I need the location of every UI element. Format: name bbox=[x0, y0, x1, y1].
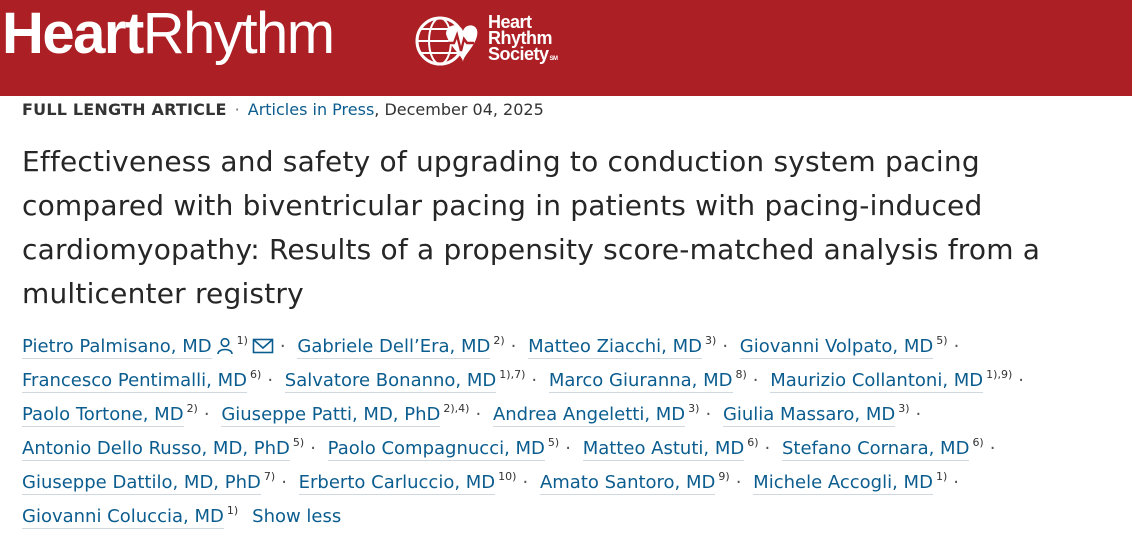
author-separator: · bbox=[531, 370, 538, 391]
affiliation-ref[interactable]: 1) bbox=[935, 470, 948, 483]
person-icon[interactable] bbox=[216, 333, 234, 367]
author-separator: · bbox=[475, 404, 482, 425]
article-title: Effectiveness and safety of upgrading to… bbox=[22, 145, 1041, 310]
author-link[interactable]: Amato Santoro, MD bbox=[539, 472, 716, 495]
author-separator: · bbox=[722, 336, 729, 357]
affiliation-ref[interactable]: 1) bbox=[236, 334, 248, 347]
author-separator: · bbox=[705, 404, 712, 425]
author-row: Francesco Pentimalli, MD 6) · Salvatore Bo… bbox=[22, 358, 1132, 393]
affiliation-ref[interactable]: 9) bbox=[718, 470, 730, 483]
affiliation-ref[interactable]: 10) bbox=[498, 470, 517, 483]
author-separator: · bbox=[989, 438, 996, 459]
author-separator: · bbox=[203, 404, 210, 425]
article-meta: FULL LENGTH ARTICLE · Articles in Press, D… bbox=[22, 99, 544, 121]
author-separator: · bbox=[281, 472, 287, 493]
author-link[interactable]: Pietro Palmisano, MD bbox=[22, 336, 212, 359]
article-type: FULL LENGTH ARTICLE bbox=[22, 100, 227, 119]
journal-banner: HeartRhythm Heart Rhythm SocietySM bbox=[0, 0, 1132, 96]
author-link[interactable]: Antonio Dello Russo, MD, PhD bbox=[22, 438, 290, 461]
publication-date: , December 04, 2025 bbox=[374, 100, 544, 119]
author-row: Antonio Dello Russo, MD, PhD 5) · Paolo Co… bbox=[22, 426, 1132, 461]
author-link[interactable]: Francesco Pentimalli, MD bbox=[22, 370, 248, 393]
articles-in-press-link[interactable]: Articles in Press bbox=[247, 100, 375, 119]
author-separator: · bbox=[279, 336, 286, 357]
show-less-link[interactable]: Show less bbox=[252, 506, 342, 527]
hrs-society-logo[interactable]: Heart Rhythm SocietySM bbox=[412, 10, 558, 70]
author-link[interactable]: Paolo Tortone, MD bbox=[22, 404, 184, 427]
author-separator: · bbox=[953, 336, 960, 357]
affiliation-ref[interactable]: 2) bbox=[186, 402, 198, 415]
author-link[interactable]: Stefano Cornara, MD bbox=[782, 438, 970, 461]
author-separator: · bbox=[953, 472, 959, 493]
affiliation-ref[interactable]: 5) bbox=[936, 334, 948, 347]
affiliation-ref[interactable]: 2) bbox=[493, 334, 505, 347]
author-link[interactable]: Giovanni Volpato, MD bbox=[739, 336, 934, 359]
author-row: Giovanni Coluccia, MD 1) Show less bbox=[22, 494, 1132, 529]
affiliation-ref[interactable]: 5) bbox=[292, 436, 305, 449]
author-separator: · bbox=[522, 472, 529, 493]
author-row: Paolo Tortone, MD 2) · Giuseppe Patti, MD,… bbox=[22, 392, 1132, 427]
author-link[interactable]: Andrea Angeletti, MD bbox=[492, 404, 686, 427]
author-separator: · bbox=[735, 472, 742, 493]
affiliation-ref[interactable]: 6) bbox=[972, 436, 984, 449]
affiliation-ref[interactable]: 6) bbox=[250, 368, 262, 381]
author-separator: · bbox=[267, 370, 274, 391]
author-link[interactable]: Maurizio Collantoni, MD bbox=[770, 370, 984, 393]
author-link[interactable]: Erberto Carluccio, MD bbox=[298, 472, 496, 495]
author-link[interactable]: Marco Giuranna, MD bbox=[548, 370, 733, 393]
author-separator: · bbox=[915, 404, 922, 425]
author-link[interactable]: Matteo Astuti, MD bbox=[582, 438, 745, 461]
author-separator: · bbox=[752, 370, 759, 391]
affiliation-ref[interactable]: 5) bbox=[547, 436, 560, 449]
heartrhythm-logo[interactable]: HeartRhythm bbox=[2, 1, 335, 66]
affiliation-ref[interactable]: 2),4) bbox=[443, 402, 470, 415]
author-list: Pietro Palmisano, MD 1) · Gabriele Dell’Er… bbox=[22, 324, 1132, 529]
hrs-globe-heart-icon bbox=[415, 16, 478, 66]
author-separator: · bbox=[764, 438, 771, 459]
author-link[interactable]: Giuseppe Patti, MD, PhD bbox=[221, 404, 441, 427]
affiliation-ref[interactable]: 7) bbox=[263, 470, 276, 483]
affiliation-ref[interactable]: 8) bbox=[735, 368, 747, 381]
author-row: Pietro Palmisano, MD 1) · Gabriele Dell’Er… bbox=[22, 324, 1132, 359]
author-link[interactable]: Michele Accogli, MD bbox=[753, 472, 933, 495]
affiliation-ref[interactable]: 1),9) bbox=[986, 368, 1013, 381]
author-link[interactable]: Matteo Ziacchi, MD bbox=[528, 336, 703, 359]
author-row: Giuseppe Dattilo, MD, PhD 7) · Erberto Car… bbox=[22, 460, 1132, 495]
affiliation-ref[interactable]: 1),7) bbox=[499, 368, 526, 381]
author-link[interactable]: Giulia Massaro, MD bbox=[722, 404, 896, 427]
author-link[interactable]: Gabriele Dell’Era, MD bbox=[297, 336, 491, 359]
author-separator: · bbox=[1018, 370, 1024, 391]
meta-separator: · bbox=[234, 100, 240, 119]
author-separator: · bbox=[565, 438, 571, 459]
author-link[interactable]: Giovanni Coluccia, MD bbox=[22, 506, 224, 529]
affiliation-ref[interactable]: 1) bbox=[226, 504, 239, 517]
mail-icon[interactable] bbox=[252, 333, 274, 367]
author-separator: · bbox=[310, 438, 316, 459]
author-link[interactable]: Paolo Compagnucci, MD bbox=[327, 438, 545, 461]
author-link[interactable]: Salvatore Bonanno, MD bbox=[284, 370, 497, 393]
author-link[interactable]: Giuseppe Dattilo, MD, PhD bbox=[22, 472, 261, 495]
society-name: Heart Rhythm SocietySM bbox=[488, 11, 558, 64]
author-separator: · bbox=[510, 336, 517, 357]
affiliation-ref[interactable]: 3) bbox=[705, 334, 717, 347]
affiliation-ref[interactable]: 3) bbox=[898, 402, 910, 415]
affiliation-ref[interactable]: 3) bbox=[688, 402, 700, 415]
affiliation-ref[interactable]: 6) bbox=[747, 436, 759, 449]
